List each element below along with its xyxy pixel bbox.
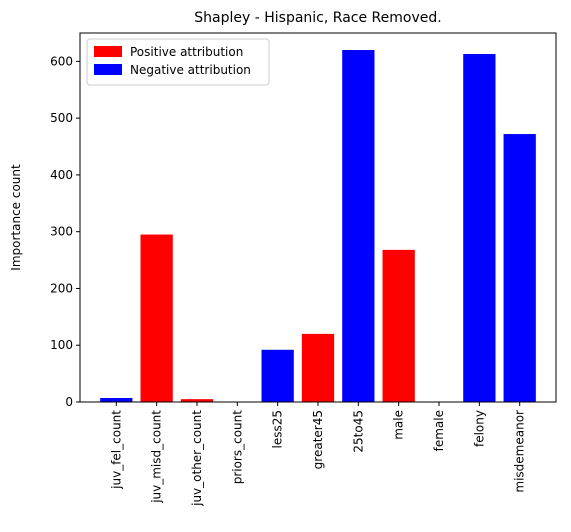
bar-juv-fel-count [100, 398, 133, 402]
x-tick-label: juv_misd_count [150, 410, 164, 504]
y-tick-label: 200 [50, 281, 73, 295]
y-tick-label: 100 [50, 338, 73, 352]
legend-box [86, 38, 270, 86]
legend-label-negative: Negative attribution [130, 63, 251, 77]
x-tick-label: priors_count [230, 410, 244, 485]
y-tick-label: 600 [50, 54, 73, 68]
bar-juv-misd-count [140, 234, 173, 402]
x-tick-label: male [392, 410, 406, 440]
bar-greater45 [301, 333, 335, 402]
y-axis-label: Importance count [9, 164, 23, 271]
legend-label-positive: Positive attribution [130, 45, 243, 59]
x-tick-label: misdemeanor [513, 410, 527, 493]
bar-juv-other-count [180, 399, 214, 402]
bar-male [382, 249, 415, 402]
x-tick-label: greater45 [311, 410, 325, 469]
bar-misdemeanor [503, 134, 536, 403]
bar-25to45 [342, 50, 375, 402]
x-tick-label: juv_fel_count [109, 410, 123, 490]
x-tick-label: felony [472, 410, 486, 447]
bar-less25 [261, 349, 294, 402]
x-tick-label: less25 [271, 410, 285, 449]
y-tick-label: 0 [65, 395, 73, 409]
y-tick-label: 500 [50, 111, 73, 125]
bar-felony [463, 54, 496, 402]
x-axis: juv_fel_count juv_misd_count juv_other_cou… [109, 402, 527, 507]
y-tick-label: 400 [50, 168, 73, 182]
y-axis: 0 100 200 300 400 500 600 [50, 54, 80, 409]
legend: Positive attribution Negative attribution [86, 38, 270, 86]
x-tick-label: female [432, 410, 446, 451]
chart-title: Shapley - Hispanic, Race Removed. [194, 10, 441, 26]
y-tick-label: 300 [50, 225, 73, 239]
legend-swatch-negative [94, 64, 122, 75]
legend-swatch-positive [94, 46, 122, 57]
bars-group [100, 50, 536, 403]
x-tick-label: juv_other_count [190, 410, 204, 507]
x-tick-label: 25to45 [351, 410, 365, 453]
plot-frame [79, 32, 557, 403]
